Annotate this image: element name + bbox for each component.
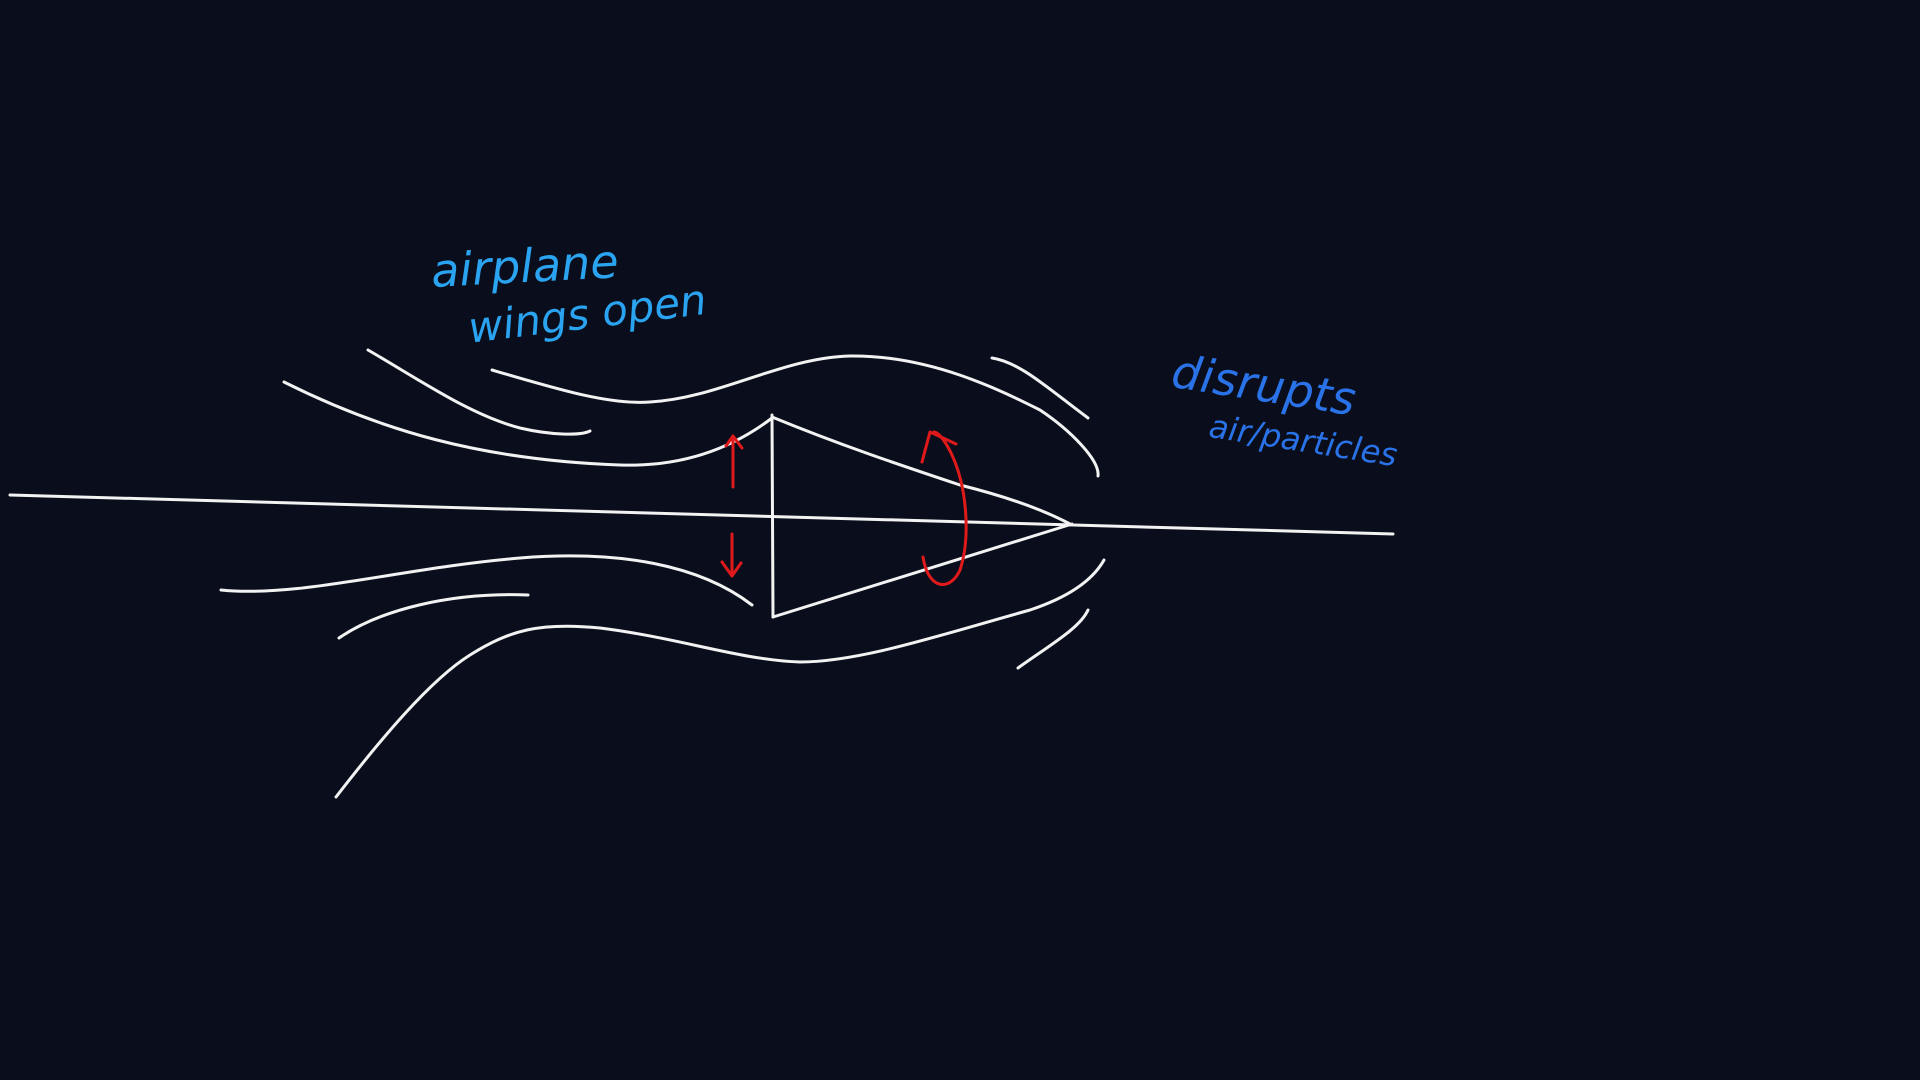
wing-shape (770, 413, 1074, 619)
rotation-arrow-head (920, 430, 958, 464)
wing-lower-edge (771, 522, 1074, 619)
rotation-arrow (921, 430, 968, 586)
center-axis-line (8, 493, 1395, 536)
flow-line-lower-arc (334, 558, 1106, 799)
flow-line-lower-right (1016, 608, 1090, 670)
flow-line-upper-short (366, 348, 592, 436)
wing-vertical-edge (770, 413, 775, 619)
flow-line-upper-right (990, 356, 1090, 420)
up-arrow-head (724, 434, 744, 450)
upper-flow-lines (282, 348, 1100, 478)
wing-upper-edge (770, 415, 1072, 526)
lower-flow-lines (219, 554, 1106, 799)
flow-line-upper-inner (282, 380, 774, 467)
down-arrow-head (720, 560, 743, 578)
flow-line-upper-arc (490, 354, 1100, 478)
airplane-label: airplane (429, 234, 620, 298)
flow-line-lower-short (337, 593, 530, 640)
motion-annotations (720, 430, 968, 586)
flow-line-lower-inner (219, 554, 754, 607)
